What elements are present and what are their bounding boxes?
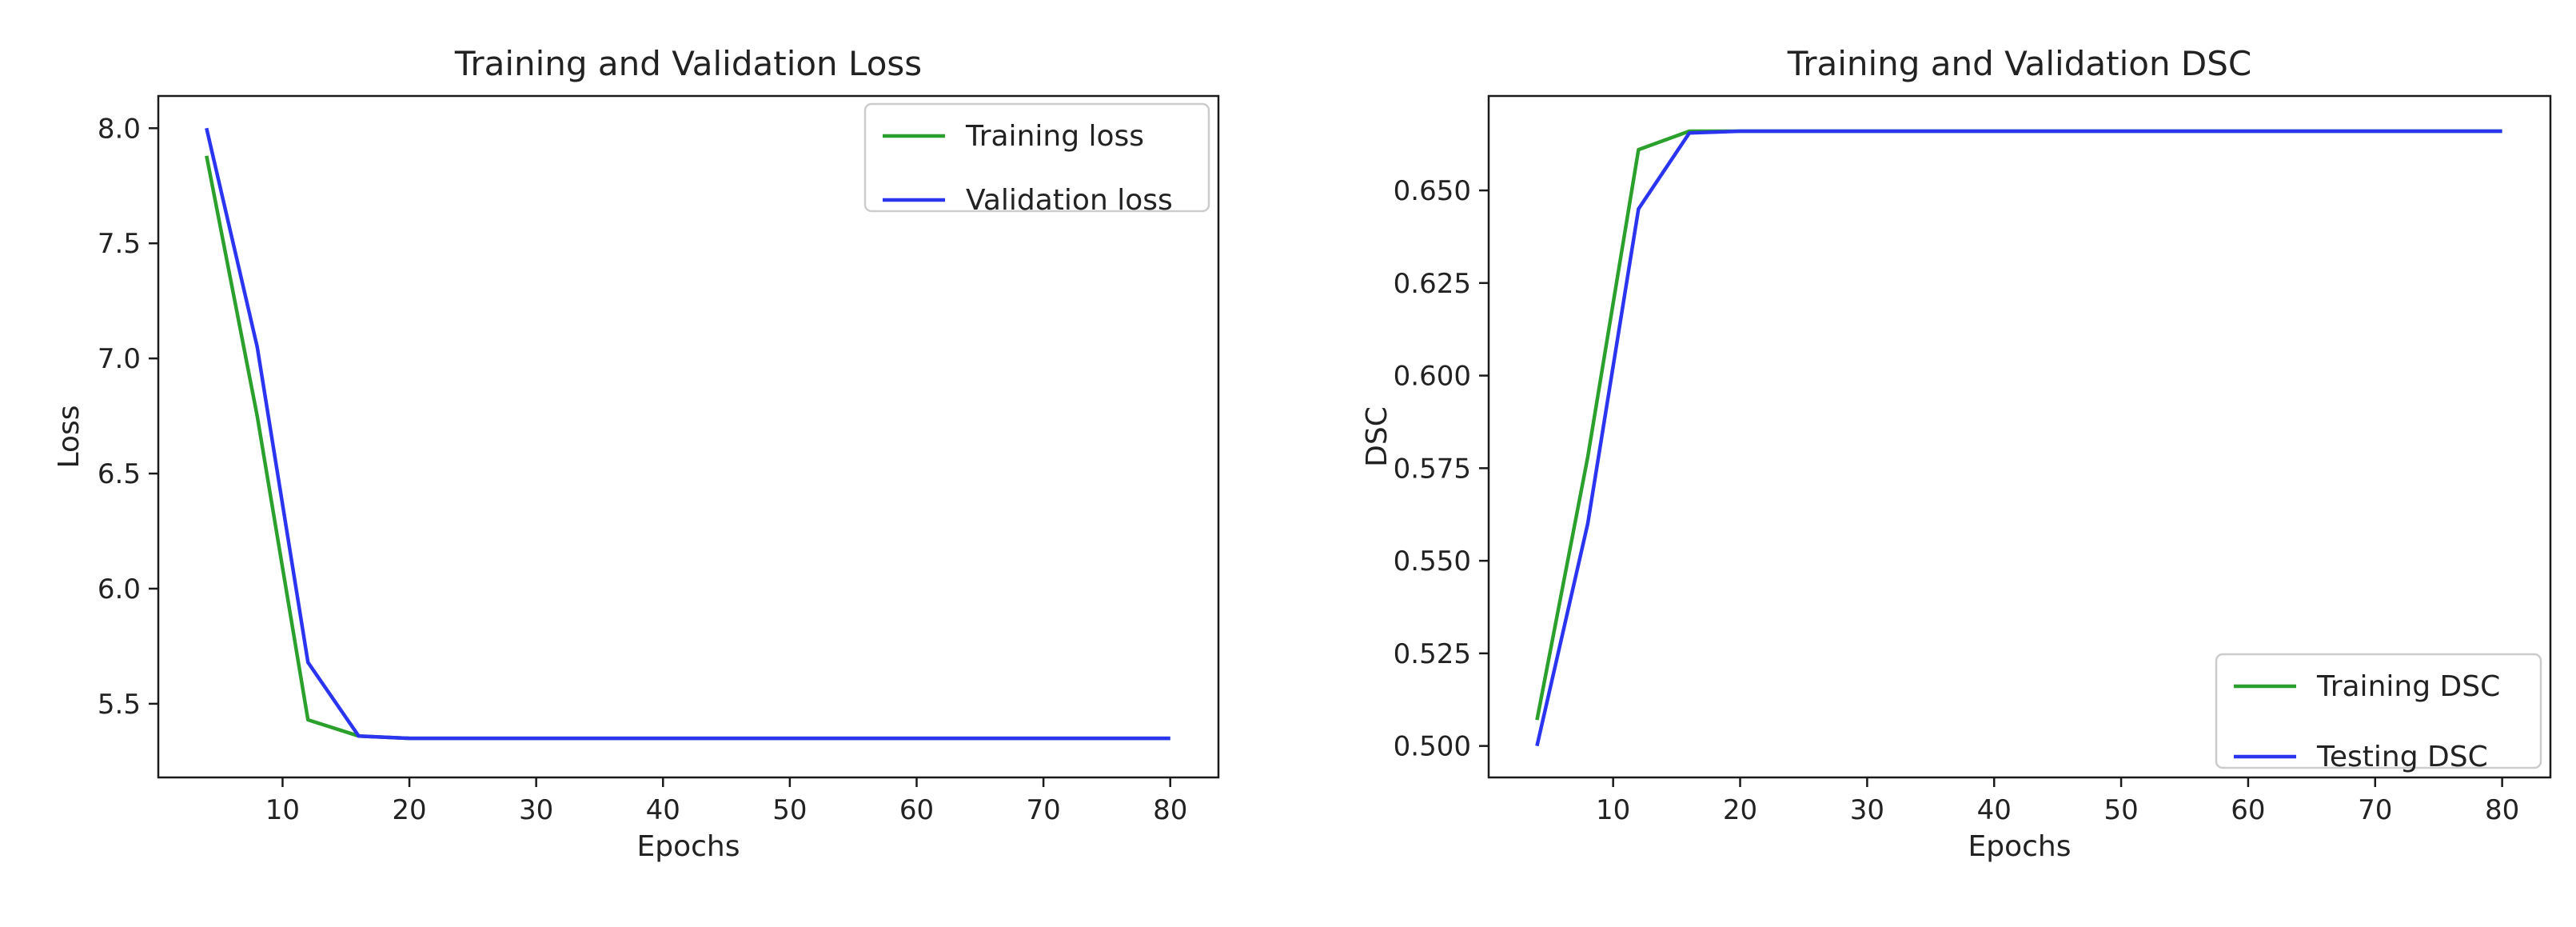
x-axis-label: Epochs [1968, 830, 2072, 863]
legend-box [863, 102, 1210, 213]
y-tick-label: 0.600 [1394, 361, 1471, 393]
x-axis-label: Epochs [637, 830, 740, 863]
x-tick-label: 80 [2485, 794, 2519, 826]
x-tick-label: 40 [1977, 794, 2012, 826]
x-tick-label: 70 [1026, 794, 1060, 826]
x-tick-label: 60 [899, 794, 934, 826]
x-tick-label: 50 [2103, 794, 2138, 826]
y-tick-label: 0.500 [1394, 731, 1471, 763]
y-axis-label: DSC [1361, 406, 1394, 467]
y-tick-label: 0.625 [1394, 268, 1471, 300]
x-tick-label: 30 [1850, 794, 1884, 826]
legend: Training DSC Testing DSC [2215, 653, 2542, 773]
chart-panel-1: Training and Validation Loss 10 20 30 40 50 60… [53, 44, 1220, 863]
x-tick-label: 10 [1596, 794, 1630, 826]
y-tick-label: 0.525 [1394, 638, 1471, 670]
y-tick-label: 0.575 [1394, 453, 1471, 485]
legend: Training loss Validation loss [863, 102, 1210, 217]
chart-panel-2: Training and Validation DSC 10 20 30 40 50 60 7… [1361, 44, 2552, 863]
y-axis-label: Loss [53, 406, 86, 469]
y-tick-label: 6.5 [98, 458, 141, 490]
x-tick-label: 50 [772, 794, 807, 826]
chart-title: Training and Validation DSC [1787, 44, 2252, 83]
y-tick-label: 7.0 [98, 343, 141, 375]
y-tick-label: 0.650 [1394, 175, 1471, 207]
plot-frame [157, 94, 1220, 779]
x-tick-label: 40 [646, 794, 680, 826]
x-tick-label: 60 [2231, 794, 2265, 826]
legend-label: Training loss [965, 120, 1144, 153]
series-line-1 [1535, 129, 2502, 721]
series-line-1 [205, 155, 1170, 741]
legend-label: Validation loss [966, 184, 1173, 217]
x-tick-label: 20 [1723, 794, 1757, 826]
legend-label: Training DSC [2316, 670, 2500, 703]
y-tick-label: 0.550 [1394, 545, 1471, 577]
x-tick-label: 70 [2358, 794, 2392, 826]
x-tick-label: 80 [1153, 794, 1187, 826]
y-tick-label: 6.0 [98, 573, 141, 605]
chart-title: Training and Validation Loss [454, 44, 922, 83]
y-tick-label: 7.5 [98, 228, 141, 260]
y-tick-label: 5.5 [98, 689, 141, 721]
legend-label: Testing DSC [2316, 741, 2488, 773]
series-line-2 [1535, 129, 2502, 747]
legend-box [2215, 653, 2542, 769]
series-line-2 [205, 127, 1170, 741]
x-tick-label: 10 [265, 794, 300, 826]
plot-frame [1487, 94, 2552, 779]
x-tick-label: 20 [392, 794, 426, 826]
y-tick-label: 8.0 [98, 113, 141, 145]
x-tick-label: 30 [519, 794, 553, 826]
